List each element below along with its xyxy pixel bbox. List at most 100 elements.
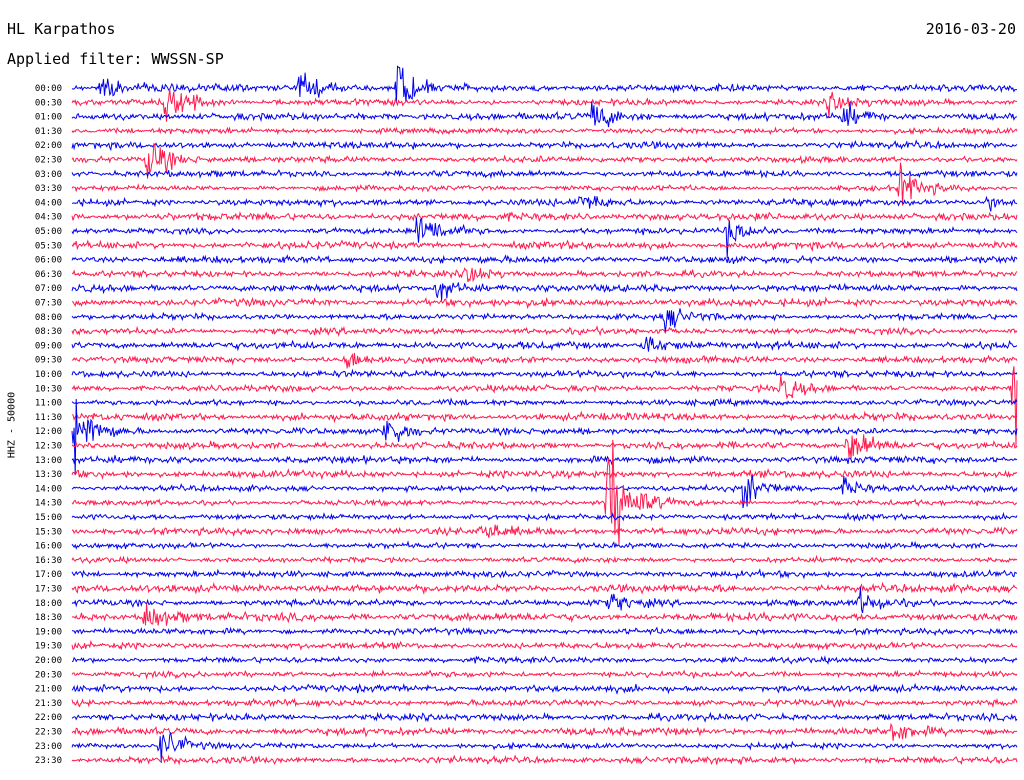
time-tick-label: 01:30 [35, 127, 62, 137]
time-tick-label: 04:00 [35, 198, 62, 208]
trace-line [71, 296, 1018, 310]
time-tick-label: 04:30 [35, 213, 62, 223]
trace-line [71, 308, 1018, 333]
trace-line [71, 282, 1018, 301]
trace-line [71, 139, 1018, 152]
time-tick-label: 02:30 [35, 156, 62, 166]
time-tick-label: 01:00 [35, 113, 62, 123]
time-tick-label: 09:00 [35, 341, 62, 351]
trace-line [71, 439, 1018, 545]
trace-line [71, 603, 1018, 626]
time-tick-label: 17:30 [35, 585, 62, 595]
trace-line [71, 397, 1018, 408]
time-tick-label: 11:00 [35, 399, 62, 409]
trace-line [71, 239, 1018, 252]
trace-line [71, 434, 1018, 459]
time-tick-label: 00:00 [35, 84, 62, 94]
time-tick-label: 09:30 [35, 356, 62, 366]
time-tick-label: 12:00 [35, 427, 62, 437]
trace-line [71, 568, 1018, 580]
time-tick-label: 23:00 [35, 742, 62, 752]
trace-line [71, 88, 1018, 122]
time-tick-label: 20:30 [35, 670, 62, 680]
trace-line [71, 366, 1018, 447]
time-tick-label: 21:30 [35, 699, 62, 709]
time-tick-label: 13:00 [35, 456, 62, 466]
time-tick-label: 10:00 [35, 370, 62, 380]
date-label: 2016-03-20 [925, 20, 1016, 38]
trace-line [71, 325, 1018, 338]
time-tick-label: 03:30 [35, 184, 62, 194]
time-tick-label: 19:30 [35, 642, 62, 652]
time-tick-label: 17:00 [35, 570, 62, 580]
trace-line [71, 511, 1018, 523]
filter-label: Applied filter: WWSSN-SP [7, 50, 224, 68]
time-tick-label: 06:00 [35, 256, 62, 266]
trace-line [71, 195, 1018, 212]
time-tick-label: 23:30 [35, 756, 62, 766]
time-tick-label: 19:00 [35, 627, 62, 637]
trace-line [71, 711, 1018, 723]
time-tick-label: 14:00 [35, 484, 62, 494]
time-tick-label: 22:00 [35, 713, 62, 723]
time-tick-label: 16:30 [35, 556, 62, 566]
time-tick-label: 05:00 [35, 227, 62, 237]
time-tick-label: 07:00 [35, 284, 62, 294]
time-tick-label: 10:30 [35, 384, 62, 394]
trace-line [71, 254, 1018, 265]
trace-line [71, 554, 1018, 565]
time-tick-label: 12:30 [35, 442, 62, 452]
time-tick-label: 11:30 [35, 413, 62, 423]
trace-line [71, 368, 1018, 380]
trace-line [71, 217, 1018, 258]
trace-line [71, 143, 1018, 179]
time-tick-label: 22:30 [35, 728, 62, 738]
trace-line [71, 697, 1018, 708]
trace-line [71, 754, 1018, 766]
trace-line [71, 732, 1018, 763]
time-tick-label: 18:00 [35, 599, 62, 609]
trace-line [71, 669, 1018, 680]
trace-line [71, 398, 1018, 475]
trace-line [71, 655, 1018, 665]
time-tick-label: 21:00 [35, 685, 62, 695]
trace-line [71, 626, 1018, 637]
time-tick-label: 05:30 [35, 241, 62, 251]
time-tick-label: 02:00 [35, 141, 62, 151]
time-tick-label: 16:00 [35, 542, 62, 552]
trace-line [71, 722, 1018, 741]
trace-line [71, 65, 1017, 104]
trace-line [71, 101, 1017, 128]
station-title: HL Karpathos [7, 20, 116, 38]
trace-line [71, 410, 1018, 424]
trace-line [71, 267, 1018, 283]
time-tick-label: 07:30 [35, 299, 62, 309]
time-tick-label: 08:00 [35, 313, 62, 323]
time-tick-label: 06:30 [35, 270, 62, 280]
trace-line [71, 581, 1018, 595]
trace-line [71, 639, 1018, 651]
time-tick-label: 15:30 [35, 527, 62, 537]
trace-line [71, 454, 1018, 466]
time-tick-label: 20:00 [35, 656, 62, 666]
trace-line [71, 352, 1018, 369]
trace-line [71, 540, 1018, 551]
trace-line [71, 682, 1018, 695]
trace-line [71, 162, 1018, 206]
time-tick-label: 03:00 [35, 170, 62, 180]
trace-line [71, 210, 1018, 223]
time-tick-label: 08:30 [35, 327, 62, 337]
time-tick-label: 15:00 [35, 513, 62, 523]
time-tick-label: 14:30 [35, 499, 62, 509]
trace-line [71, 587, 1018, 614]
trace-line [71, 524, 1018, 538]
trace-line [71, 336, 1018, 352]
trace-line [71, 126, 1018, 136]
time-tick-label: 18:30 [35, 613, 62, 623]
time-tick-label: 13:30 [35, 470, 62, 480]
trace-line [71, 475, 1018, 509]
trace-line [71, 468, 1018, 481]
time-tick-label: 00:30 [35, 98, 62, 108]
trace-line [71, 168, 1018, 180]
